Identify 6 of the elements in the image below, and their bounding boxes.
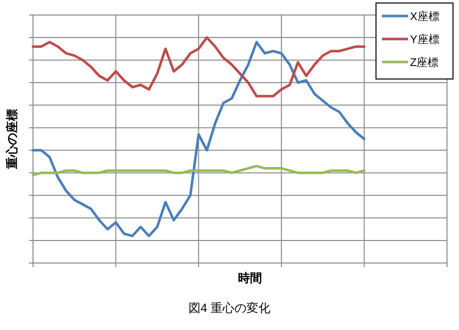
legend-label: Y座標 (410, 33, 440, 46)
text: 図4 重心の変化 (188, 301, 271, 315)
y-axis-title: 重心の座標 (5, 109, 19, 170)
x-axis-title: 時間 (238, 271, 262, 285)
legend-label: X座標 (410, 10, 440, 23)
legend-label: Z座標 (410, 56, 439, 69)
